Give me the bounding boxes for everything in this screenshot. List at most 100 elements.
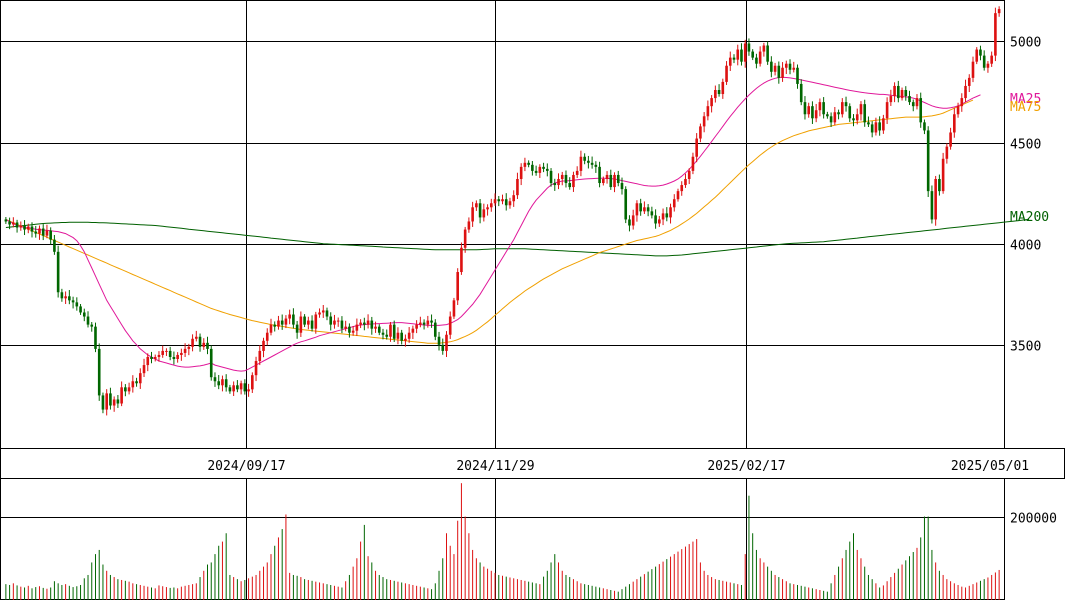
volume-panel: 200000 — [0, 478, 1057, 600]
candle-body — [400, 332, 403, 341]
candle-body — [975, 49, 979, 62]
candle-body — [138, 373, 142, 384]
candle-body — [75, 302, 79, 307]
date-tick-label: 2024/09/17 — [207, 459, 285, 474]
price-tick-label: 3500 — [1010, 340, 1041, 355]
candle-body — [646, 207, 650, 212]
candle-body — [740, 49, 743, 62]
candle-body — [941, 158, 945, 192]
candle-body — [168, 350, 172, 357]
candle-body — [493, 199, 497, 204]
candle-body — [908, 96, 911, 103]
candle-body — [277, 320, 280, 327]
candle-body — [463, 229, 467, 248]
candle-body — [964, 85, 967, 99]
candle-body — [631, 215, 635, 226]
candle-body — [807, 106, 811, 115]
candle-body — [710, 98, 713, 107]
candle-body — [796, 67, 799, 84]
candle-body — [318, 312, 321, 315]
candle-body — [616, 174, 620, 184]
candle-body — [755, 57, 758, 64]
candle-body — [4, 219, 8, 222]
candle-body — [19, 225, 23, 228]
candle-body — [71, 300, 75, 303]
candle-body — [534, 170, 538, 173]
candle-body — [124, 387, 127, 392]
candle-body — [568, 183, 572, 188]
candle-body — [919, 98, 923, 123]
candle-body — [135, 381, 138, 384]
candle-body — [396, 332, 400, 339]
candle-body — [840, 102, 844, 115]
candle-body — [863, 104, 867, 123]
candle-body — [202, 342, 206, 347]
price-grid — [0, 0, 1004, 448]
candle-body — [161, 350, 165, 355]
candle-body — [146, 356, 150, 366]
candle-body — [829, 116, 833, 123]
candle-body — [363, 322, 366, 325]
candle-body — [366, 320, 370, 325]
candle-body — [728, 57, 732, 66]
candle-body — [292, 314, 295, 325]
candle-body — [923, 122, 926, 131]
candle-body — [904, 89, 908, 97]
candle-body — [837, 112, 840, 115]
candle-body — [120, 387, 123, 404]
candle-body — [519, 166, 523, 179]
candle-body — [456, 272, 459, 301]
candle-body — [714, 89, 717, 99]
candle-body — [15, 222, 19, 228]
price-tick-label: 5000 — [1010, 36, 1041, 51]
candlesticks — [4, 6, 1001, 416]
candle-body — [814, 110, 818, 119]
volume-bars — [5, 483, 1000, 600]
candle-body — [956, 106, 960, 115]
candle-body — [265, 332, 269, 341]
candle-body — [680, 185, 684, 192]
candle-body — [967, 77, 971, 86]
candle-body — [411, 328, 415, 333]
candle-body — [852, 118, 855, 121]
candle-body — [848, 106, 852, 119]
candle-body — [549, 170, 553, 184]
candle-body — [336, 320, 340, 322]
candle-body — [811, 106, 814, 119]
date-tick-label: 2025/02/17 — [707, 459, 785, 474]
candle-body — [799, 83, 803, 103]
candle-body — [206, 342, 209, 349]
candle-body — [194, 336, 198, 339]
candle-body — [687, 170, 691, 179]
ma200-line — [5, 218, 1030, 257]
candle-body — [329, 316, 333, 325]
candle-body — [699, 126, 702, 139]
candle-body — [299, 316, 303, 333]
candle-body — [926, 130, 930, 192]
candle-body — [583, 156, 586, 161]
candle-body — [101, 395, 105, 410]
candle-body — [859, 104, 863, 115]
candle-body — [676, 191, 680, 200]
volume-grid — [0, 479, 1004, 600]
candle-body — [997, 9, 1001, 14]
candle-body — [639, 203, 642, 212]
candle-body — [572, 174, 575, 188]
candle-body — [228, 387, 232, 392]
candle-body — [153, 356, 157, 360]
candle-body — [191, 338, 194, 347]
candle-body — [870, 124, 874, 133]
candle-body — [68, 296, 71, 301]
candle-body — [359, 322, 362, 325]
candle-body — [867, 122, 870, 125]
candle-body — [602, 178, 605, 184]
candle-body — [23, 225, 26, 230]
ma25-line — [5, 76, 981, 372]
candle-body — [643, 207, 646, 212]
candle-body — [224, 379, 228, 388]
candle-body — [628, 219, 631, 226]
candle-body — [445, 334, 448, 351]
candle-body — [176, 354, 179, 360]
candle-body — [979, 49, 982, 56]
candle-body — [415, 324, 418, 329]
